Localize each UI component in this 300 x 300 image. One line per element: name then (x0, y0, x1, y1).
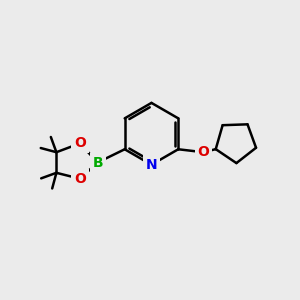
Text: O: O (74, 172, 86, 186)
Text: B: B (92, 155, 103, 170)
Text: N: N (146, 158, 157, 172)
Text: O: O (197, 145, 209, 159)
Text: O: O (74, 136, 86, 150)
